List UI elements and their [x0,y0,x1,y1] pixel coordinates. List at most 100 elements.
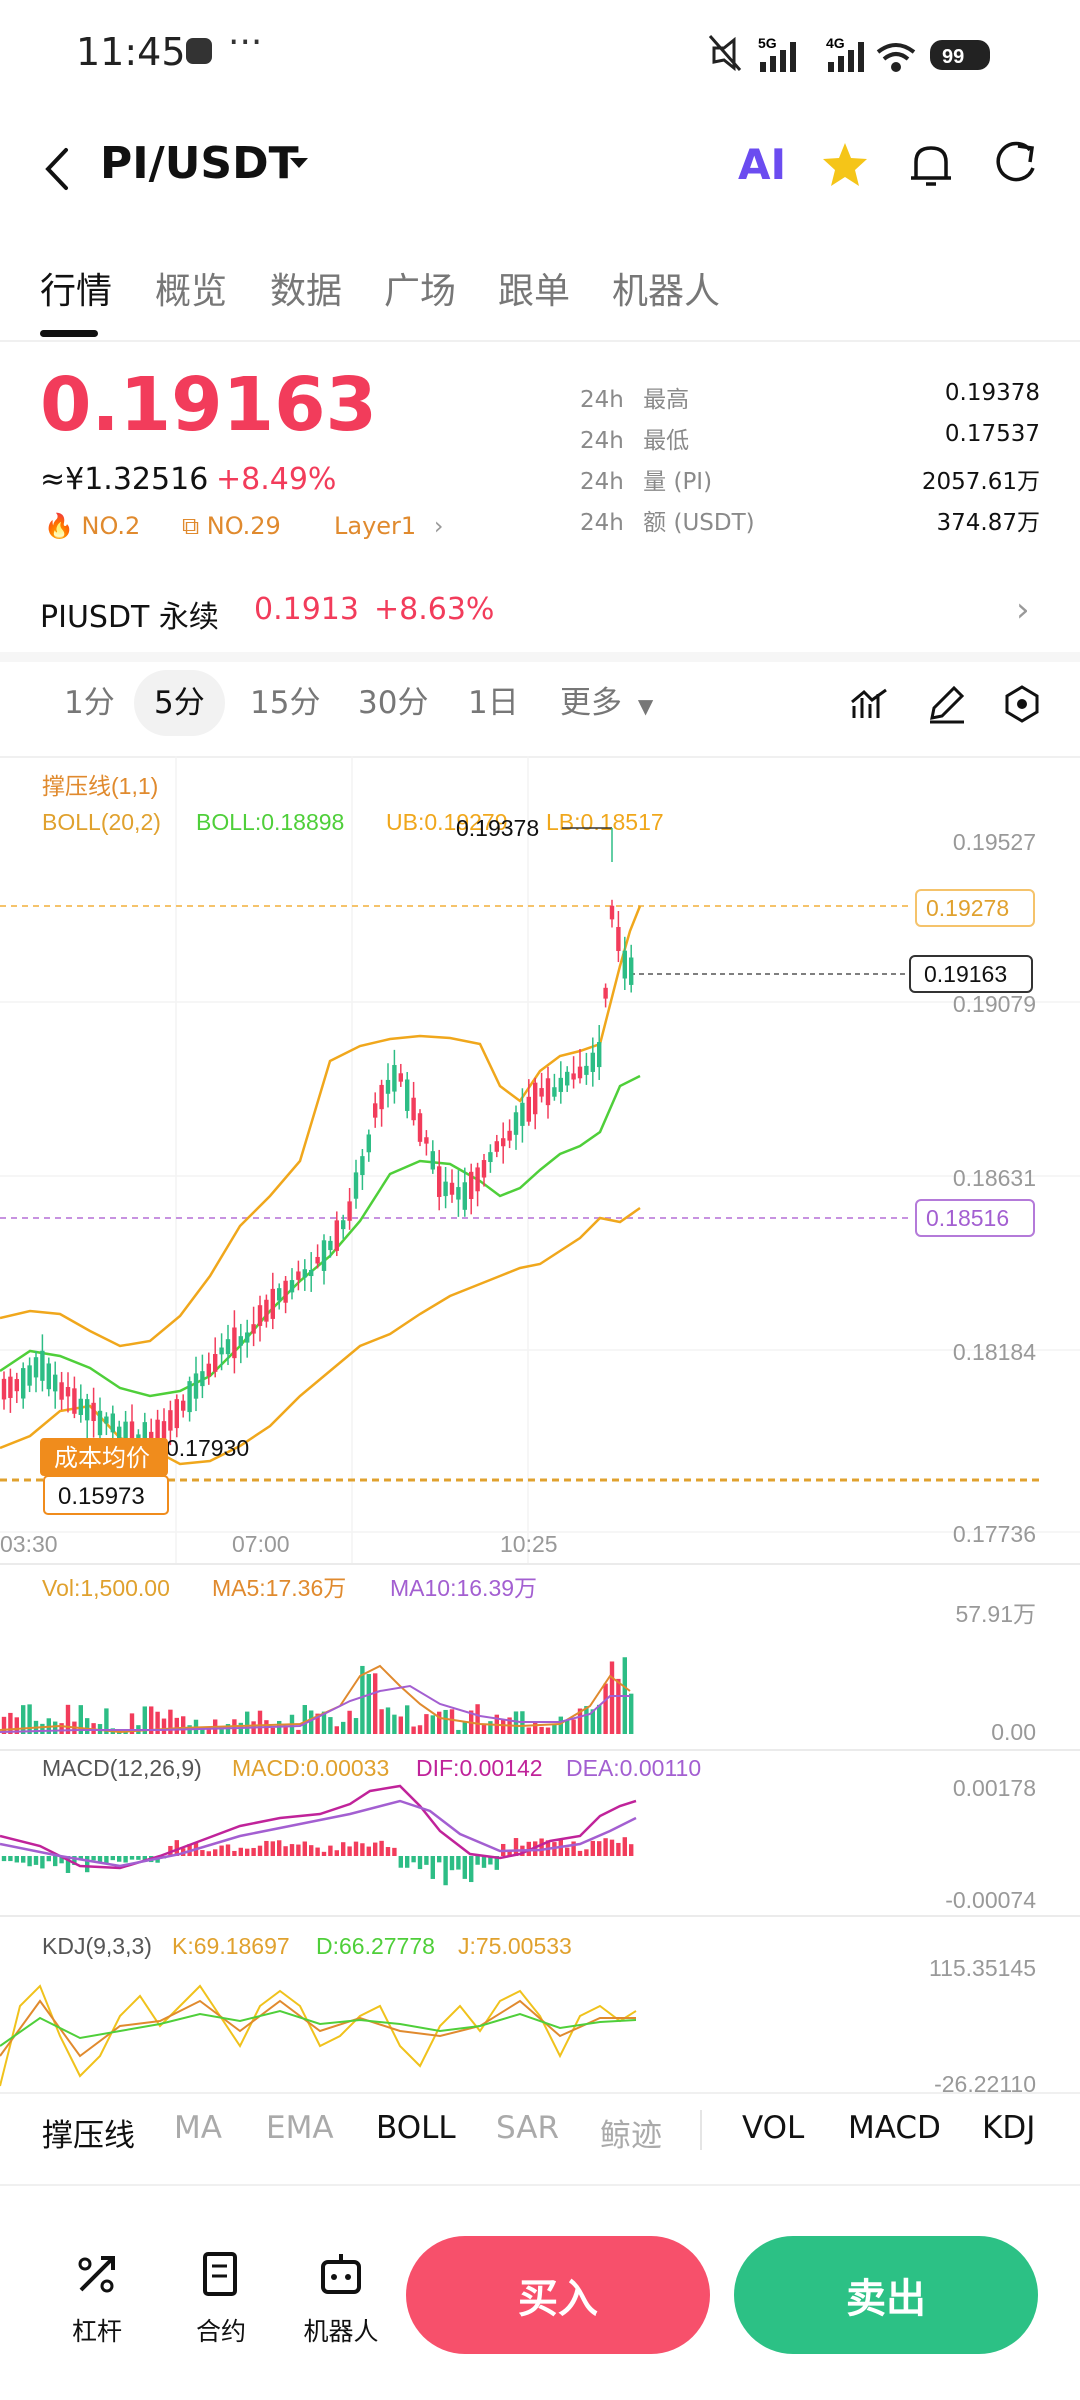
candle-body [46,1363,51,1390]
macd-bar [72,1856,77,1866]
robot-button[interactable]: 机器人 [286,2236,396,2348]
interval-30m[interactable]: 30分 [358,685,429,721]
candle-body [379,1084,384,1110]
indicator-icon[interactable] [850,686,890,722]
macd-bar [238,1847,243,1856]
kdj-axis-min: -26.22110 [934,2071,1036,2096]
volume-bar [129,1713,135,1734]
macd-bar [289,1844,295,1856]
ind-tab-macd[interactable]: MACD [848,2110,941,2146]
interval-1m[interactable]: 1分 [64,685,115,721]
tab-data[interactable]: 数据 [270,271,343,312]
volume-bar [603,1683,608,1734]
sell-button[interactable]: 卖出 [734,2236,1038,2354]
ind-tab-boll[interactable]: BOLL [376,2110,456,2146]
volume-bar [328,1717,333,1734]
price-alert-bell-icon[interactable] [906,140,956,192]
back-icon[interactable] [40,146,74,192]
candle-body [520,1102,525,1126]
share-icon[interactable] [990,140,1040,190]
candle-body [270,1288,275,1319]
macd-bar [91,1856,96,1861]
candle-body [609,905,615,920]
layer-badge[interactable]: Layer1 › [334,512,443,540]
candlesticks [1,899,634,1462]
overlay-title: 撑压线(1,1) [42,773,158,799]
chevron-down-icon[interactable] [288,156,310,172]
volume-bar [341,1721,346,1734]
ai-icon[interactable]: AI [738,140,787,189]
macd-bar [398,1856,403,1868]
sector-badge[interactable]: ⧉ NO.29 [182,512,281,540]
perpetual-row[interactable]: PIUSDT 永续 0.1913 +8.63% › [0,580,1080,644]
volume-bar [142,1706,147,1734]
ind-tab-vol[interactable]: VOL [742,2110,805,2146]
macd-bar [405,1856,410,1868]
macd-bar [142,1856,147,1862]
volume-bar [526,1727,531,1734]
tab-copy-trading[interactable]: 跟单 [498,271,571,312]
lever-button[interactable]: 杠杆 [42,2236,152,2348]
macd-bar [296,1844,301,1856]
volume-bar [149,1706,154,1734]
macd-bar [129,1856,135,1860]
contract-button[interactable]: 合约 [166,2236,276,2348]
candle-body [513,1112,519,1135]
macd-bar [353,1841,359,1856]
candle-body [59,1382,64,1400]
candle-body [526,1096,531,1122]
macd-bar [174,1840,179,1856]
volume-bar [616,1678,621,1734]
volume-bar [65,1704,71,1734]
ind-tab-kdj[interactable]: KDJ [982,2110,1036,2146]
tab-market[interactable]: 行情 [40,271,113,312]
favorite-star-icon[interactable] [820,140,870,190]
x-tick: 07:00 [232,1531,290,1557]
perp-change: +8.63% [374,592,495,627]
interval-5m[interactable]: 5分 [134,670,225,736]
tab-overview[interactable]: 概览 [155,271,228,312]
wifi-icon [876,43,916,72]
mute-icon [708,35,742,72]
candle-body [405,1079,410,1111]
candle-body [289,1280,295,1293]
volume-bar [462,1721,467,1734]
perp-price: 0.1913 [254,592,359,627]
volume-bar [161,1718,167,1734]
candle-body [469,1171,474,1200]
candle-body [373,1103,378,1118]
low-marker: 0.17930 [166,1435,249,1461]
ind-tab-whale[interactable]: 鲸迹 [600,2118,662,2154]
cost-badge[interactable] [40,1438,168,1476]
candle-body [321,1240,327,1271]
draw-pen-icon[interactable] [926,684,966,724]
boll-params: BOLL(20,2) [42,809,161,835]
ind-tab-ma[interactable]: MA [174,2110,222,2146]
macd-bar [14,1856,19,1863]
volume-bar [443,1709,448,1734]
volume-bar [27,1704,32,1734]
volume-bar [577,1708,583,1734]
y-tick: 0.19079 [953,991,1036,1017]
volume-bar [629,1693,634,1734]
macd-bar [366,1846,371,1856]
pair-title[interactable]: PI/USDT [100,138,299,189]
kline-chart[interactable]: 撑压线(1,1) BOLL(20,2) BOLL:0.18898 UB:0.19… [0,756,1080,2096]
candle-body [597,1042,602,1068]
interval-1d[interactable]: 1日 [468,685,519,721]
ind-tab-ema[interactable]: EMA [266,2110,334,2146]
vol-value: Vol:1,500.00 [42,1575,170,1601]
ind-tab-support[interactable]: 撑压线 [42,2118,135,2154]
rank-badge[interactable]: 🔥 NO.2 [44,512,140,540]
interval-15m[interactable]: 15分 [250,685,321,721]
ind-tab-sar[interactable]: SAR [496,2110,559,2146]
buy-button[interactable]: 买入 [406,2236,710,2354]
tab-square[interactable]: 广场 [384,271,457,312]
candle-body [571,1073,576,1080]
interval-more[interactable]: 更多 ▼ [540,670,673,736]
sig4g-label: 4G [826,35,845,51]
macd-bar [1,1856,7,1862]
chart-settings-hex-icon[interactable] [1002,684,1042,724]
tab-robot[interactable]: 机器人 [612,271,721,312]
x-tick: 03:30 [0,1531,58,1557]
